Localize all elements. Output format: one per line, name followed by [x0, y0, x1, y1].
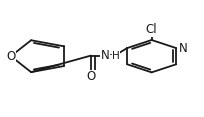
Text: N: N	[179, 42, 188, 55]
Text: O: O	[86, 70, 95, 83]
Text: H: H	[107, 51, 115, 61]
Text: Cl: Cl	[146, 23, 157, 36]
Text: N: N	[101, 49, 110, 62]
Text: O: O	[6, 50, 16, 63]
Text: H: H	[112, 51, 120, 61]
